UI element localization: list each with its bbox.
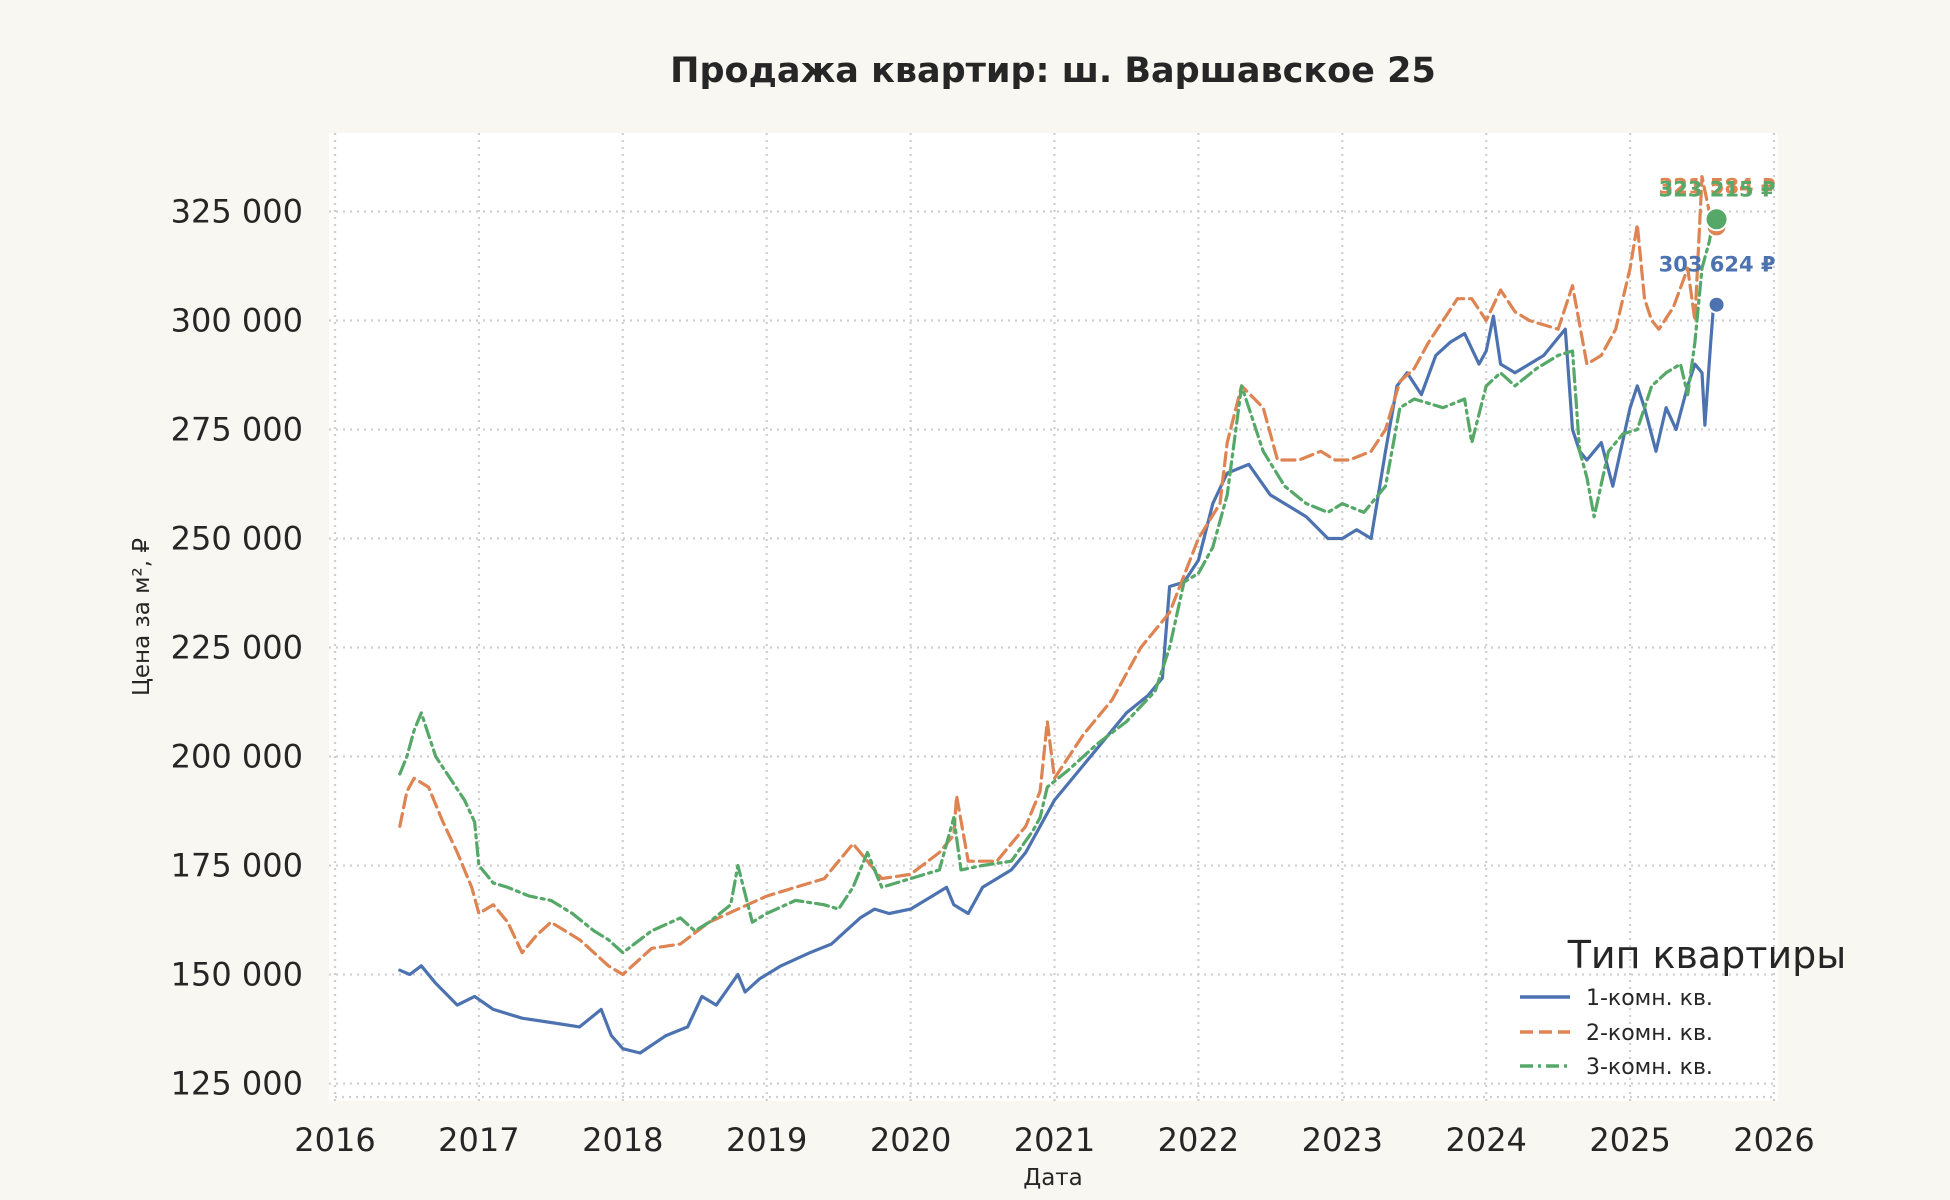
x-axis-label: Дата xyxy=(1023,1165,1083,1191)
x-tick-label: 2025 xyxy=(1589,1121,1670,1159)
x-tick-label: 2023 xyxy=(1302,1121,1383,1159)
y-tick-label: 150 000 xyxy=(171,956,303,994)
end-marker-3 xyxy=(1704,207,1729,232)
y-axis-ticks: 125 000 150 000 175 000 200 000 225 000 250 0… xyxy=(171,192,303,1102)
legend-title: Тип квартиры xyxy=(1567,933,1847,977)
x-tick-label: 2017 xyxy=(438,1121,519,1159)
legend-label-2: 2-комн. кв. xyxy=(1586,1021,1713,1046)
x-tick-label: 2020 xyxy=(870,1121,951,1159)
x-tick-label: 2024 xyxy=(1445,1121,1526,1159)
series-line-2 xyxy=(398,175,1716,977)
end-markers: 303 624 ₽ 321 584 ₽323 215 ₽ xyxy=(1659,174,1776,314)
y-tick-label: 125 000 xyxy=(171,1065,303,1103)
y-tick-label: 200 000 xyxy=(171,738,303,776)
grid xyxy=(329,133,1776,1101)
legend-label-1: 1-комн. кв. xyxy=(1586,986,1713,1011)
series-lines xyxy=(398,175,1716,1055)
x-tick-label: 2021 xyxy=(1014,1121,1095,1159)
x-tick-label: 2022 xyxy=(1158,1121,1239,1159)
series-line-3 xyxy=(398,217,1716,955)
y-axis-label: Цена за м², ₽ xyxy=(129,538,155,696)
end-value-label-2: 321 584 ₽ xyxy=(1659,174,1776,198)
y-tick-label: 325 000 xyxy=(171,192,303,230)
x-tick-label: 2019 xyxy=(726,1121,807,1159)
y-tick-label: 225 000 xyxy=(171,629,303,667)
y-tick-label: 250 000 xyxy=(171,520,303,558)
x-axis-ticks: 2016 2017 2018 2019 2020 2021 2022 2023 2024 2025… xyxy=(294,1121,1814,1159)
end-value-label-3: 323 215 ₽ xyxy=(1659,177,1776,201)
chart-title: Продажа квартир: ш. Варшавское 25 xyxy=(670,51,1436,91)
x-tick-label: 2018 xyxy=(582,1121,663,1159)
end-value-label-1: 303 624 ₽ xyxy=(1659,253,1776,277)
legend-label-3: 3-комн. кв. xyxy=(1586,1055,1713,1080)
y-tick-label: 275 000 xyxy=(171,411,303,449)
legend: Тип квартиры 1-комн. кв. 2-комн. кв. 3-к… xyxy=(1520,933,1846,1080)
y-tick-label: 300 000 xyxy=(171,301,303,339)
x-tick-label: 2016 xyxy=(294,1121,375,1159)
y-tick-label: 175 000 xyxy=(171,847,303,885)
x-tick-label: 2026 xyxy=(1733,1121,1814,1159)
end-marker-1 xyxy=(1707,295,1726,314)
